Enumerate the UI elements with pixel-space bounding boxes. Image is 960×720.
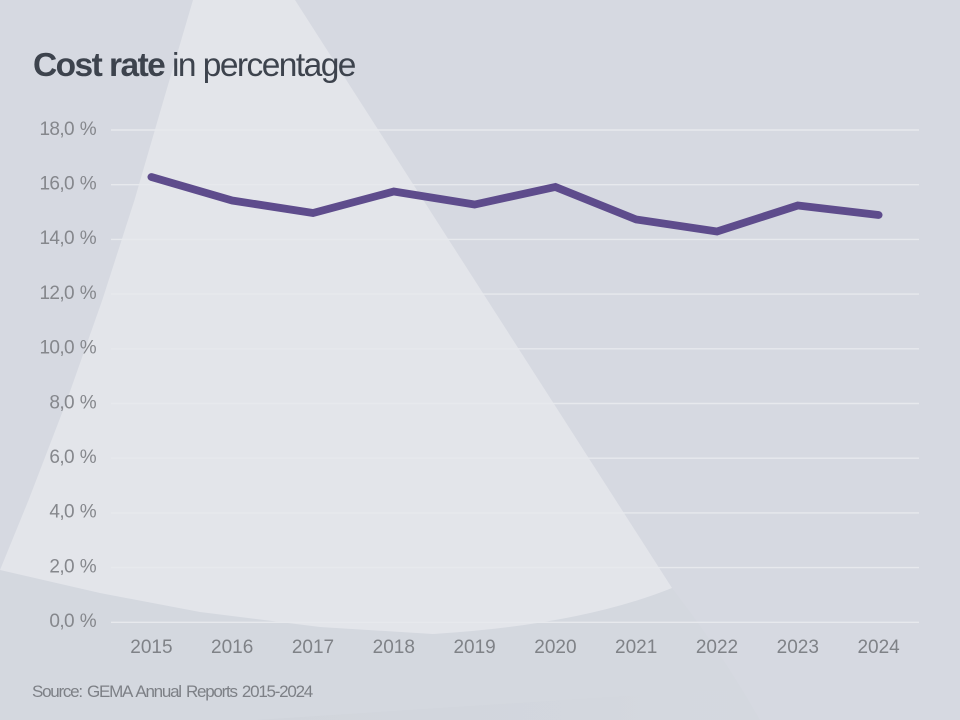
svg-text:18,0 %: 18,0 %: [39, 119, 96, 140]
svg-text:4,0 %: 4,0 %: [49, 502, 96, 523]
svg-text:2020: 2020: [534, 637, 576, 658]
svg-text:12,0 %: 12,0 %: [39, 283, 96, 304]
svg-text:Cost rate in percentage: Cost rate in percentage: [33, 47, 356, 84]
svg-text:2016: 2016: [211, 637, 253, 658]
svg-text:2,0 %: 2,0 %: [49, 556, 96, 577]
svg-text:2022: 2022: [696, 637, 738, 658]
svg-text:2019: 2019: [453, 637, 495, 658]
svg-text:16,0 %: 16,0 %: [39, 174, 96, 195]
svg-text:2015: 2015: [130, 637, 172, 658]
svg-text:2024: 2024: [857, 637, 900, 658]
svg-text:2021: 2021: [615, 637, 657, 658]
svg-text:0,0 %: 0,0 %: [49, 611, 96, 632]
svg-text:2017: 2017: [292, 637, 334, 658]
svg-text:2023: 2023: [777, 637, 819, 658]
svg-text:2018: 2018: [373, 637, 415, 658]
svg-text:6,0 %: 6,0 %: [49, 447, 96, 468]
svg-text:Source: GEMA Annual Reports 20: Source: GEMA Annual Reports 2015-2024: [32, 682, 313, 701]
svg-text:10,0 %: 10,0 %: [39, 338, 96, 359]
svg-text:14,0 %: 14,0 %: [39, 228, 96, 249]
svg-text:8,0 %: 8,0 %: [49, 392, 96, 413]
